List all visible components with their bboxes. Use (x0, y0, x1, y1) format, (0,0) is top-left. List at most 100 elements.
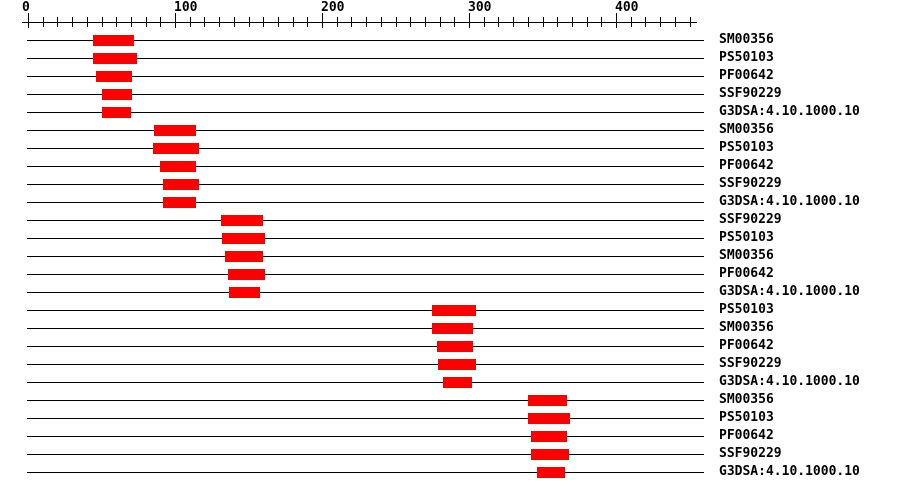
signature-accession-label: PF00642 (719, 158, 774, 173)
axis-tick-label: 0 (22, 0, 30, 15)
signature-accession-label: SSF90229 (719, 176, 782, 191)
match-span-bar (528, 395, 567, 406)
sequence-line (27, 256, 704, 257)
match-span-bar (229, 287, 260, 298)
axis-minor-tick (263, 17, 264, 27)
match-span-bar (153, 143, 199, 154)
axis-minor-tick (381, 17, 382, 27)
axis-minor-tick (57, 17, 58, 27)
axis-baseline (22, 22, 697, 23)
match-span-bar (228, 269, 265, 280)
sequence-line (27, 400, 704, 401)
axis-minor-tick (557, 17, 558, 27)
axis-minor-tick (219, 17, 220, 27)
axis-minor-tick (484, 17, 485, 27)
match-span-bar (438, 359, 476, 370)
axis-minor-tick (131, 17, 132, 27)
axis-tick-label: 400 (615, 0, 639, 15)
axis-minor-tick (278, 17, 279, 27)
axis-major-tick (469, 13, 470, 28)
match-span-bar (225, 251, 263, 262)
match-span-bar (102, 107, 131, 118)
signature-accession-label: SM00356 (719, 320, 774, 335)
sequence-line (27, 148, 704, 149)
axis-minor-tick (572, 17, 573, 27)
sequence-line (27, 328, 704, 329)
match-span-bar (102, 89, 132, 100)
axis-major-tick (175, 13, 176, 28)
axis-minor-tick (87, 17, 88, 27)
axis-minor-tick (675, 17, 676, 27)
sequence-line (27, 76, 704, 77)
axis-minor-tick (528, 17, 529, 27)
sequence-line (27, 364, 704, 365)
sequence-line (27, 346, 704, 347)
axis-major-tick (322, 13, 323, 28)
signature-accession-label: SSF90229 (719, 356, 782, 371)
axis-minor-tick (72, 17, 73, 27)
axis-minor-tick (513, 17, 514, 27)
axis-minor-tick (543, 17, 544, 27)
axis-minor-tick (351, 17, 352, 27)
signature-accession-label: PF00642 (719, 338, 774, 353)
axis-minor-tick (204, 17, 205, 27)
signature-accession-label: G3DSA:4.10.1000.10 (719, 284, 860, 299)
match-span-bar (528, 413, 570, 424)
sequence-line (27, 292, 704, 293)
axis-minor-tick (587, 17, 588, 27)
sequence-line (27, 202, 704, 203)
match-span-bar (93, 53, 137, 64)
match-span-bar (222, 233, 265, 244)
axis-tick-label: 300 (468, 0, 492, 15)
sequence-line (27, 436, 704, 437)
match-span-bar (443, 377, 472, 388)
signature-accession-label: PS50103 (719, 230, 774, 245)
signature-accession-label: PF00642 (719, 266, 774, 281)
axis-minor-tick (660, 17, 661, 27)
sequence-line (27, 274, 704, 275)
axis-minor-tick (601, 17, 602, 27)
axis-minor-tick (690, 17, 691, 27)
signature-accession-label: PS50103 (719, 302, 774, 317)
match-span-bar (531, 431, 567, 442)
axis-minor-tick (102, 17, 103, 27)
axis-minor-tick (116, 17, 117, 27)
match-span-bar (537, 467, 565, 478)
signature-accession-label: SSF90229 (719, 86, 782, 101)
sequence-line (27, 220, 704, 221)
match-span-bar (432, 305, 476, 316)
sequence-line (27, 238, 704, 239)
axis-minor-tick (43, 17, 44, 27)
axis-minor-tick (645, 17, 646, 27)
axis-minor-tick (160, 17, 161, 27)
sequence-line (27, 382, 704, 383)
signature-accession-label: PS50103 (719, 410, 774, 425)
signature-accession-label: SSF90229 (719, 446, 782, 461)
match-span-bar (163, 179, 199, 190)
sequence-line (27, 166, 704, 167)
sequence-line (27, 184, 704, 185)
match-span-bar (221, 215, 263, 226)
axis-major-tick (616, 13, 617, 28)
axis-minor-tick (307, 17, 308, 27)
signature-accession-label: SM00356 (719, 392, 774, 407)
signature-accession-label: PF00642 (719, 68, 774, 83)
match-span-bar (160, 161, 196, 172)
match-span-bar (154, 125, 196, 136)
axis-tick-label: 100 (174, 0, 198, 15)
axis-minor-tick (498, 17, 499, 27)
sequence-line (27, 418, 704, 419)
match-span-bar (96, 71, 132, 82)
signature-accession-label: SM00356 (719, 32, 774, 47)
signature-accession-label: PS50103 (719, 50, 774, 65)
sequence-line (27, 310, 704, 311)
signature-accession-label: SSF90229 (719, 212, 782, 227)
signature-accession-label: PS50103 (719, 140, 774, 155)
axis-minor-tick (396, 17, 397, 27)
axis-tick-label: 200 (321, 0, 345, 15)
match-span-bar (93, 35, 134, 46)
sequence-line (27, 58, 704, 59)
axis-minor-tick (234, 17, 235, 27)
axis-minor-tick (337, 17, 338, 27)
